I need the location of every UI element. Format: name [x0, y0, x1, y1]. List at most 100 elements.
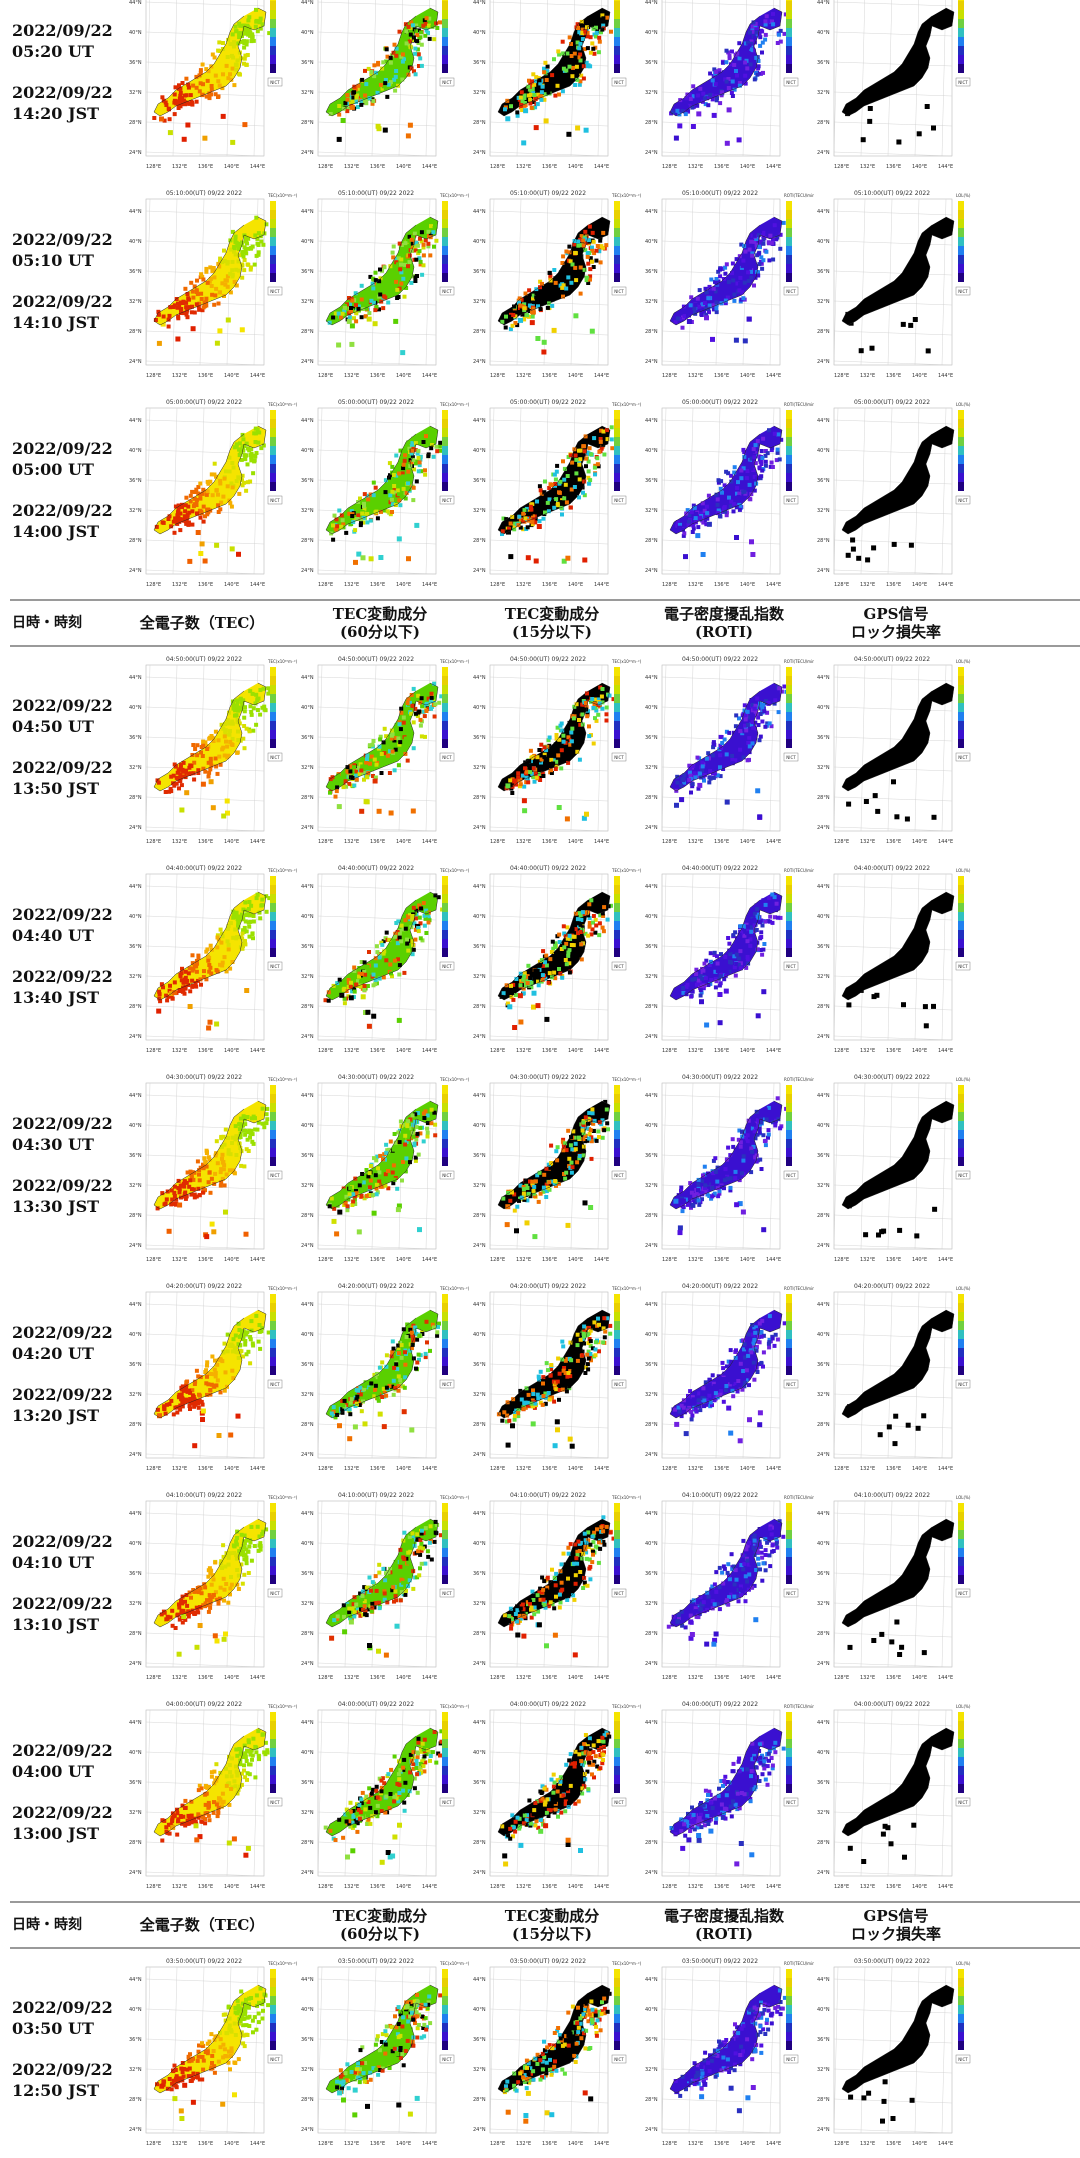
data-cell [745, 931, 749, 935]
data-cell [765, 14, 769, 18]
data-cell [542, 755, 546, 759]
lon-tick-label: 132°E [516, 1048, 531, 1054]
data-cell [413, 279, 417, 283]
data-cell [359, 980, 363, 984]
data-cell [384, 490, 388, 494]
data-cell [548, 497, 552, 501]
data-cell [402, 716, 406, 720]
data-cell [241, 698, 245, 702]
lon-tick-label: 132°E [344, 839, 359, 845]
lat-tick-label: 28°N [645, 795, 658, 801]
data-cell [562, 67, 566, 71]
roti-map[interactable]: 05:20:00(UT) 09/22 202244°N40°N36°N32°N2… [644, 0, 814, 174]
data-cell [435, 26, 439, 30]
lon-tick-label: 132°E [688, 164, 703, 170]
data-cell [173, 980, 177, 984]
data-cell [705, 505, 709, 509]
lat-tick-label: 24°N [473, 359, 486, 365]
lon-tick-label: 128°E [834, 582, 849, 588]
tec60-map[interactable]: 05:20:00(UT) 09/22 202244°N40°N36°N32°N2… [300, 0, 470, 174]
island-cell [211, 1229, 216, 1234]
island-cell [687, 319, 692, 324]
colorbar-segment [614, 437, 620, 446]
credit-text: NICT [958, 755, 968, 760]
lon-tick-label: 136°E [714, 582, 729, 588]
data-cell [601, 926, 605, 930]
data-cell [352, 966, 356, 970]
island-cell [755, 788, 760, 793]
lon-tick-label: 128°E [318, 1257, 333, 1263]
data-cell [427, 24, 431, 28]
data-cell [715, 310, 719, 314]
data-cell [247, 1149, 251, 1153]
data-cell [593, 466, 597, 470]
data-cell [209, 92, 213, 96]
data-cell [228, 729, 232, 733]
data-cell [259, 904, 263, 908]
data-cell [195, 503, 199, 507]
data-cell [251, 936, 255, 940]
data-cell [676, 781, 680, 785]
island-cell [367, 1024, 372, 1029]
data-cell [755, 941, 759, 945]
data-cell [725, 49, 729, 53]
lat-tick-label: 28°N [301, 538, 314, 544]
data-cell [188, 989, 192, 993]
lon-tick-label: 128°E [318, 1048, 333, 1054]
data-cell [554, 497, 558, 501]
colorbar-segment [270, 446, 276, 455]
data-cell [344, 531, 348, 535]
data-cell [362, 778, 366, 782]
data-cell [217, 738, 221, 742]
island-cell [226, 318, 231, 323]
data-cell [605, 706, 609, 710]
data-cell [756, 439, 760, 443]
colorbar-segment [614, 921, 620, 930]
island-cell [534, 125, 539, 130]
colorbar-segment [958, 730, 964, 739]
lol-map[interactable]: 05:20:00(UT) 09/22 202244°N40°N36°N32°N2… [816, 0, 986, 174]
colorbar-segment [958, 455, 964, 464]
data-cell [375, 944, 379, 948]
data-cell [382, 740, 386, 744]
data-cell [224, 740, 228, 744]
lon-tick-label: 128°E [490, 1048, 505, 1054]
data-cell [214, 74, 218, 78]
island-cell [188, 1004, 193, 1009]
data-cell [390, 498, 394, 502]
data-cell [236, 730, 240, 734]
data-cell [725, 752, 729, 756]
lon-tick-label: 132°E [172, 1257, 187, 1263]
data-cell [231, 1136, 235, 1140]
colorbar-segment [614, 264, 620, 273]
data-cell [529, 512, 533, 516]
island-cell [850, 538, 855, 543]
data-cell [349, 985, 353, 989]
lon-tick-label: 132°E [344, 1257, 359, 1263]
tec15-map[interactable]: 05:20:00(UT) 09/22 202244°N40°N36°N32°N2… [472, 0, 642, 174]
tec-map[interactable]: 05:20:00(UT) 09/22 202244°N40°N36°N32°N2… [128, 0, 298, 174]
data-cell [714, 70, 718, 74]
